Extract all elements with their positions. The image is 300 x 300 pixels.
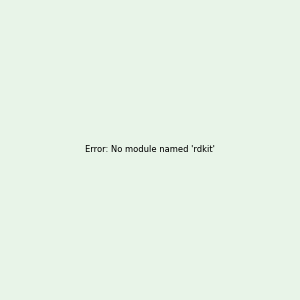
- Text: Error: No module named 'rdkit': Error: No module named 'rdkit': [85, 146, 215, 154]
